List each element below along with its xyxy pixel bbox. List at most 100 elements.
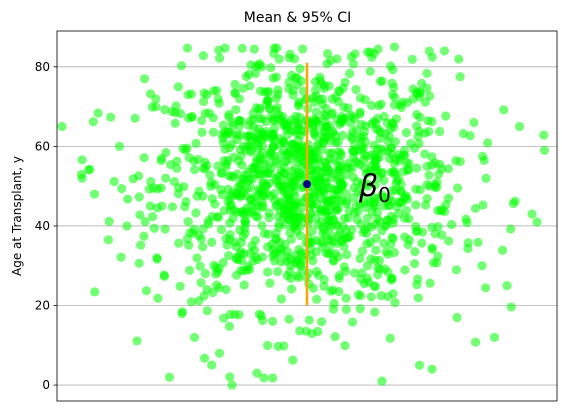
data-point xyxy=(242,131,252,142)
data-point xyxy=(319,80,330,91)
data-point xyxy=(325,223,335,233)
data-point xyxy=(106,112,116,122)
data-point xyxy=(408,84,418,94)
data-point xyxy=(232,188,242,198)
data-point xyxy=(463,243,473,254)
data-point xyxy=(334,156,345,166)
data-point xyxy=(114,141,125,151)
data-point xyxy=(334,230,344,240)
data-point xyxy=(257,114,267,124)
data-point xyxy=(333,137,343,147)
data-point xyxy=(284,314,294,324)
data-point xyxy=(295,230,305,241)
data-points xyxy=(57,42,550,390)
data-point xyxy=(264,103,275,114)
data-point xyxy=(209,86,219,96)
data-point xyxy=(246,145,257,155)
data-point xyxy=(294,157,304,167)
data-point xyxy=(294,120,304,130)
data-point xyxy=(388,89,398,100)
data-point xyxy=(365,66,375,77)
data-point xyxy=(221,284,231,295)
data-point xyxy=(276,257,286,267)
data-point xyxy=(381,247,391,257)
data-point xyxy=(263,340,273,351)
data-point xyxy=(219,313,229,323)
data-point xyxy=(331,92,341,102)
data-point xyxy=(262,95,273,105)
data-point xyxy=(343,103,353,113)
data-point xyxy=(227,380,237,390)
data-point xyxy=(198,242,208,252)
data-point xyxy=(451,265,462,275)
data-point xyxy=(194,230,204,241)
data-point xyxy=(427,364,437,374)
data-point xyxy=(122,221,132,231)
data-point xyxy=(290,201,300,211)
data-point xyxy=(355,304,365,314)
data-point xyxy=(508,198,518,209)
data-point xyxy=(328,128,338,138)
data-point xyxy=(347,317,358,327)
data-point xyxy=(326,183,336,193)
data-point xyxy=(256,62,267,72)
data-point xyxy=(370,156,381,166)
data-point xyxy=(360,163,370,173)
data-point xyxy=(454,54,464,64)
data-point xyxy=(424,46,434,56)
data-point xyxy=(297,141,307,151)
data-point xyxy=(200,157,210,167)
data-point xyxy=(153,293,163,303)
data-point xyxy=(254,309,265,319)
data-point xyxy=(93,108,103,118)
data-point xyxy=(130,113,140,123)
data-point xyxy=(393,150,404,160)
data-point xyxy=(337,117,347,128)
data-point xyxy=(271,248,282,258)
data-point xyxy=(432,182,442,192)
data-point xyxy=(182,143,192,153)
data-point xyxy=(252,165,263,175)
data-point xyxy=(273,85,283,95)
data-point xyxy=(213,161,223,171)
data-point xyxy=(259,229,270,239)
data-point xyxy=(135,210,145,220)
data-point xyxy=(161,173,171,183)
data-point xyxy=(361,202,371,213)
data-point xyxy=(104,216,114,227)
data-point xyxy=(307,166,317,176)
data-point xyxy=(293,101,304,111)
data-point xyxy=(334,273,344,284)
data-point xyxy=(348,146,358,156)
data-point xyxy=(229,172,239,182)
data-point xyxy=(436,206,446,216)
data-point xyxy=(391,178,401,189)
data-point xyxy=(241,72,252,82)
y-axis-label: Age at Transplant, y xyxy=(10,156,24,276)
data-point xyxy=(309,97,319,108)
data-point xyxy=(274,54,284,64)
data-point xyxy=(356,189,366,199)
data-point xyxy=(248,114,258,124)
data-point xyxy=(339,262,349,272)
data-point xyxy=(355,253,365,264)
data-point xyxy=(245,248,255,258)
data-point xyxy=(249,44,259,54)
data-point xyxy=(175,281,185,291)
data-point xyxy=(291,175,301,186)
data-point xyxy=(274,222,284,232)
data-point xyxy=(355,109,365,119)
data-point xyxy=(489,332,500,342)
data-point xyxy=(216,168,226,178)
data-point xyxy=(285,228,295,238)
data-point xyxy=(279,187,289,198)
data-point xyxy=(415,185,425,195)
data-point xyxy=(366,292,376,302)
data-point xyxy=(288,90,298,100)
data-point xyxy=(218,120,228,130)
data-point xyxy=(339,242,349,252)
data-point xyxy=(306,200,316,210)
data-point xyxy=(170,107,180,118)
data-point xyxy=(506,302,516,312)
